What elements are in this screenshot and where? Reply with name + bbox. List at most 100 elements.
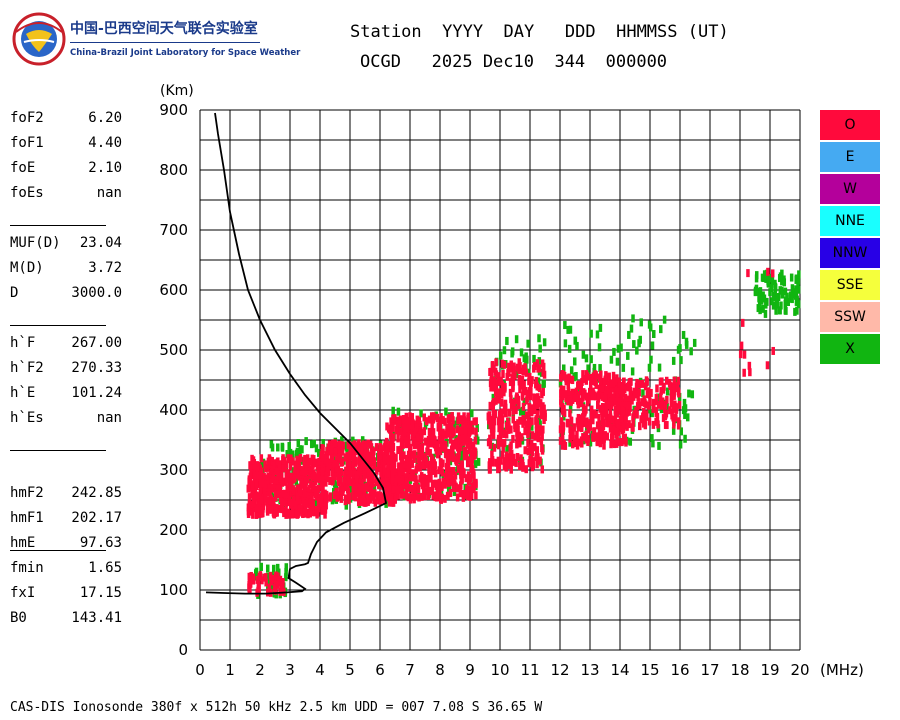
echo-point — [529, 387, 533, 396]
echo-point — [683, 434, 687, 443]
echo-point — [780, 290, 785, 299]
echo-point — [647, 320, 652, 329]
param-row-foe: foE 2.10 — [0, 160, 122, 180]
echo-point — [683, 404, 688, 413]
echo-point — [771, 346, 775, 355]
echo-point — [494, 381, 499, 390]
echo-point — [390, 470, 395, 479]
param-row-he: h`E 101.24 — [0, 385, 122, 405]
echo-point — [255, 461, 260, 470]
echo-point — [520, 391, 525, 400]
echo-point — [491, 458, 495, 467]
echo-point — [609, 433, 614, 442]
echo-point — [267, 576, 272, 585]
echo-point — [378, 451, 382, 460]
echo-point — [400, 484, 404, 493]
echo-point — [437, 478, 442, 487]
y-tick-label: 800 — [159, 161, 188, 179]
y-tick-label: 700 — [159, 221, 188, 239]
echo-point — [403, 428, 407, 437]
echo-point — [426, 492, 431, 501]
param-name: MUF(D) — [10, 235, 61, 251]
echo-point — [569, 366, 574, 375]
echo-point — [642, 407, 646, 416]
echo-point — [439, 442, 443, 451]
echo-point — [349, 469, 353, 478]
echo-point — [510, 347, 515, 356]
echo-point — [272, 461, 276, 470]
echo-point — [287, 498, 292, 507]
echo-point — [646, 401, 651, 410]
echo-point — [576, 438, 581, 447]
echo-point — [475, 436, 480, 445]
echo-point — [459, 481, 463, 490]
echo-point — [459, 469, 464, 478]
echo-point — [323, 505, 328, 514]
echo-point — [411, 437, 416, 446]
echo-point — [302, 468, 307, 477]
echo-point — [625, 422, 629, 431]
echo-point — [259, 496, 264, 505]
echo-point — [527, 404, 532, 413]
echo-point — [770, 273, 775, 282]
echo-point — [532, 354, 536, 363]
echo-point — [537, 357, 542, 366]
echo-point — [592, 409, 597, 418]
echo-point — [291, 457, 295, 466]
echo-point — [527, 377, 531, 386]
echo-point — [273, 504, 278, 513]
echo-point — [255, 504, 259, 513]
echo-point — [260, 506, 264, 515]
echo-point — [504, 461, 509, 470]
echo-point — [692, 338, 697, 347]
echo-point — [600, 384, 605, 393]
echo-point — [355, 479, 359, 488]
echo-point — [466, 424, 470, 433]
echo-point — [263, 480, 268, 489]
echo-point — [422, 413, 426, 422]
echo-point — [342, 483, 347, 492]
echo-point — [415, 433, 420, 442]
echo-point — [351, 461, 356, 470]
echo-point — [446, 459, 451, 468]
echo-point — [426, 442, 430, 451]
echo-point — [388, 440, 393, 449]
echo-point — [625, 408, 629, 417]
echo-point — [616, 405, 620, 414]
param-row-hf: h`F 267.00 — [0, 335, 122, 355]
echo-point — [288, 483, 293, 492]
echo-point — [459, 475, 464, 484]
echo-point — [620, 438, 624, 447]
echo-point — [296, 464, 300, 473]
echo-point — [511, 434, 515, 443]
echo-point — [738, 350, 743, 359]
param-row-hmf2: hmF2 242.85 — [0, 485, 122, 505]
echo-point — [409, 493, 414, 502]
echo-point — [669, 387, 674, 396]
echo-point — [402, 414, 407, 423]
echo-point — [288, 462, 293, 471]
instrument-footer: CAS-DIS Ionosonde 380f x 512h 50 kHz 2.5… — [10, 700, 543, 715]
echo-point — [560, 441, 565, 450]
echo-point — [780, 277, 784, 286]
echo-point — [619, 343, 623, 352]
echo-point — [269, 505, 274, 514]
echo-point — [284, 563, 289, 572]
echo-point — [286, 487, 290, 496]
echo-point — [589, 355, 593, 364]
echo-point — [353, 493, 358, 502]
echo-point — [420, 492, 424, 501]
echo-point — [621, 407, 626, 416]
echo-point — [567, 373, 571, 382]
param-value: 23.04 — [79, 235, 122, 251]
echo-point — [761, 291, 765, 300]
echo-point — [361, 484, 365, 493]
echo-point — [457, 435, 462, 444]
echo-point — [529, 439, 534, 448]
echo-point — [437, 421, 441, 430]
echo-point — [594, 380, 598, 389]
echo-point — [440, 468, 445, 477]
echo-point — [424, 437, 428, 446]
echo-point — [331, 464, 335, 473]
echo-point — [534, 415, 539, 424]
